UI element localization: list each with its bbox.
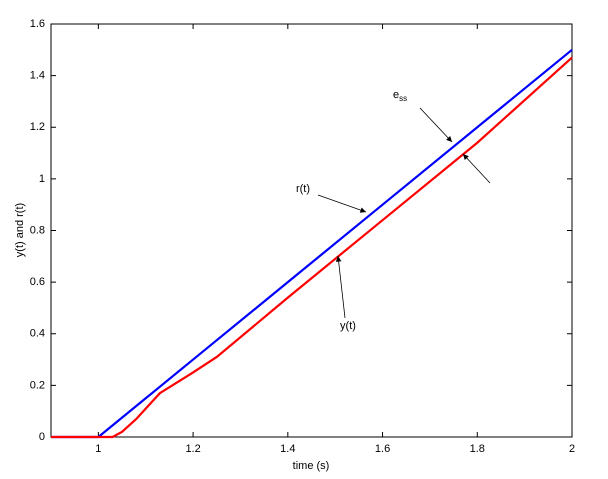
x-axis-label: time (s) <box>293 460 330 472</box>
annotation-arrow <box>419 107 453 143</box>
y-tick-label: 0.4 <box>30 328 45 340</box>
y-tick-label: 1 <box>39 173 45 185</box>
annotation-text: r(t) <box>296 183 310 195</box>
y-tick-label: 0 <box>39 431 45 443</box>
annotation: r(t) <box>296 183 310 195</box>
x-tick-label: 1 <box>95 443 101 455</box>
y-tick-label: 0.6 <box>30 276 45 288</box>
annotation-text: e <box>393 89 399 101</box>
y-tick-label: 1.6 <box>30 18 45 30</box>
annotation-arrow <box>335 255 346 319</box>
x-tick-label: 1.4 <box>280 443 295 455</box>
annotation: ess <box>393 89 407 103</box>
x-tick-label: 1.8 <box>470 443 485 455</box>
series-line <box>51 48 573 439</box>
y-tick-label: 0.2 <box>30 379 45 391</box>
y-tick-label: 0.8 <box>30 224 45 236</box>
y-axis-label: y(t) and r(t) <box>14 203 26 257</box>
series-line <box>51 56 573 439</box>
plot-area <box>50 23 573 438</box>
x-tick-label: 2 <box>569 443 575 455</box>
annotation-arrow <box>317 194 367 213</box>
annotation-text: y(t) <box>340 320 356 332</box>
annotation-arrow <box>462 153 491 184</box>
annotation: y(t) <box>340 320 356 332</box>
x-tick-label: 1.2 <box>185 443 200 455</box>
y-tick-label: 1.2 <box>30 121 45 133</box>
x-tick-label: 1.6 <box>375 443 390 455</box>
annotation-subscript: ss <box>399 94 407 103</box>
y-tick-label: 1.4 <box>30 70 45 82</box>
